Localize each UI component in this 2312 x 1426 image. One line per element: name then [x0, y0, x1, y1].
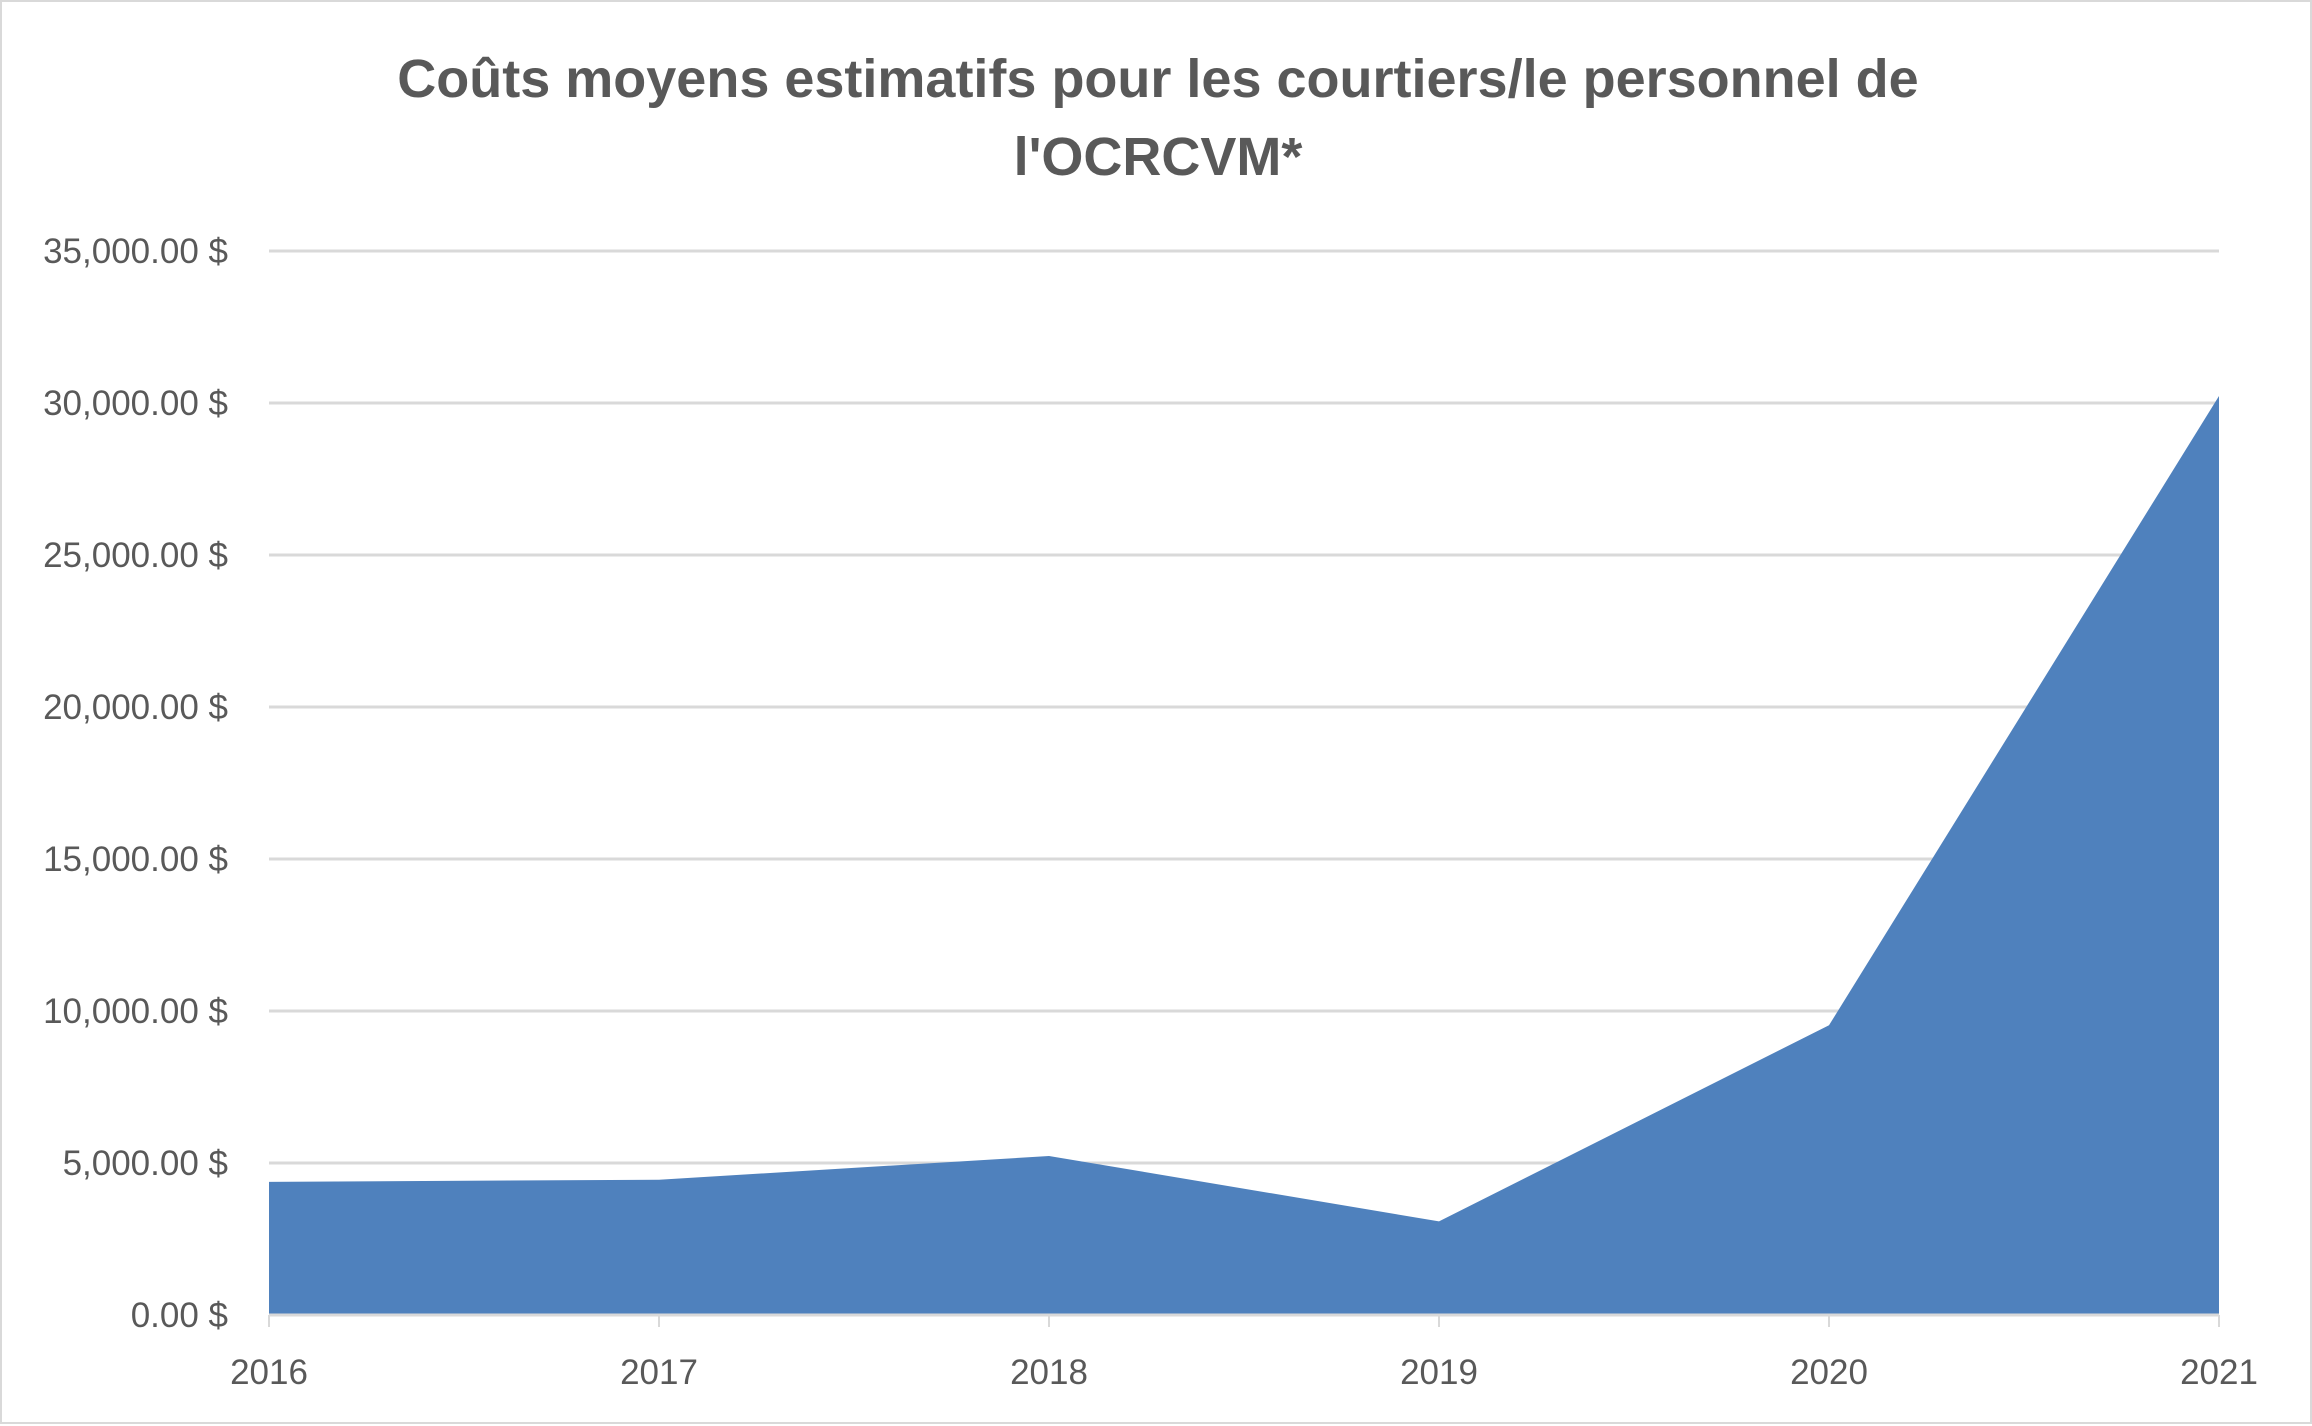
y-tick-label: 10,000.00 $: [43, 992, 228, 1031]
area-series: [269, 396, 2219, 1315]
y-tick-label: 15,000.00 $: [43, 840, 228, 879]
chart-title-line-2: l'OCRCVM*: [1013, 127, 1303, 187]
y-tick-label: 25,000.00 $: [43, 536, 228, 575]
y-tick-label: 20,000.00 $: [43, 688, 228, 727]
x-tick-label: 2020: [1790, 1353, 1868, 1392]
x-tick-label: 2017: [620, 1353, 698, 1392]
y-tick-label: 30,000.00 $: [43, 384, 228, 423]
x-tick-label: 2021: [2180, 1353, 2258, 1392]
x-tick-label: 2018: [1010, 1353, 1088, 1392]
x-tick-label: 2016: [230, 1353, 308, 1392]
chart-title-line-1: Coûts moyens estimatifs pour les courtie…: [397, 49, 1919, 109]
y-tick-label: 5,000.00 $: [63, 1144, 228, 1183]
y-tick-label: 35,000.00 $: [43, 232, 228, 271]
x-tick-label: 2019: [1400, 1353, 1478, 1392]
y-tick-label: 0.00 $: [131, 1296, 228, 1335]
